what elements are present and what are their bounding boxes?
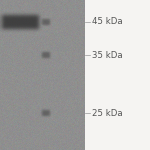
Bar xyxy=(85,0,150,150)
Text: 25 kDa: 25 kDa xyxy=(92,108,123,117)
Text: 35 kDa: 35 kDa xyxy=(92,51,123,60)
Text: 45 kDa: 45 kDa xyxy=(92,18,123,27)
